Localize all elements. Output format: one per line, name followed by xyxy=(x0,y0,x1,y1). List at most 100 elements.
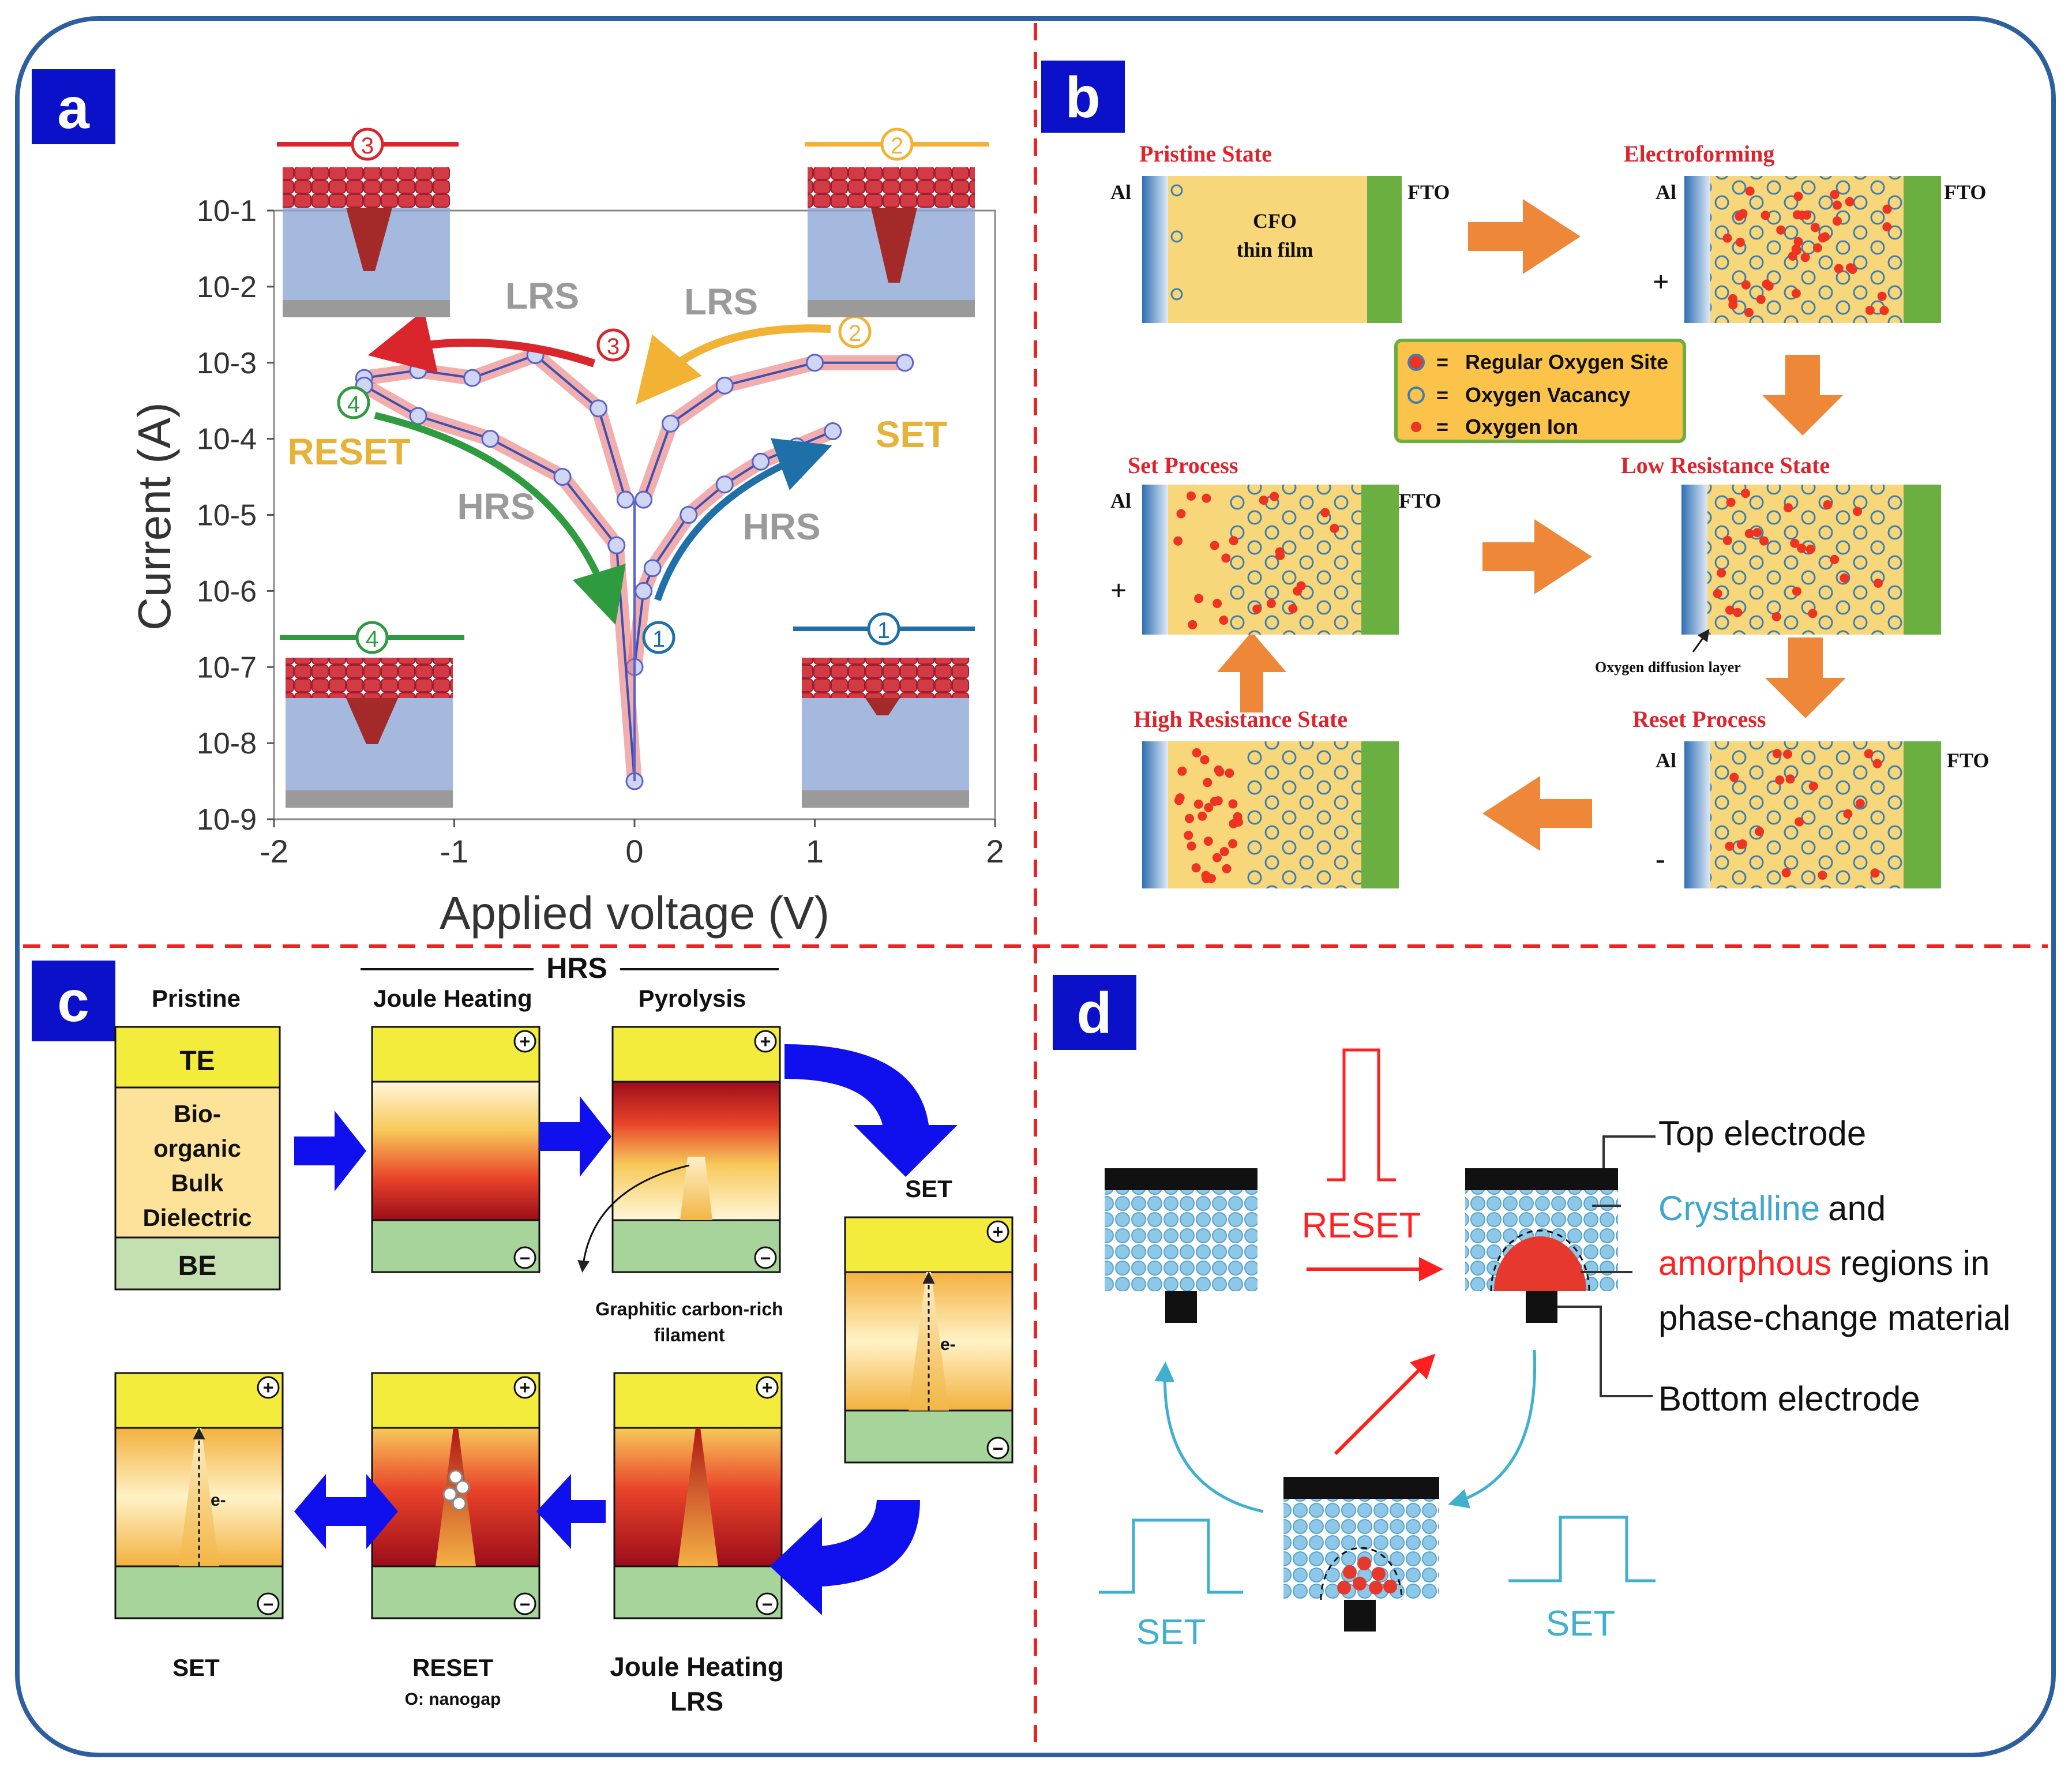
oxygen-ion xyxy=(1823,500,1833,509)
oxygen-ion xyxy=(1176,509,1186,519)
oxygen-ion xyxy=(1266,599,1276,609)
oxygen-ion xyxy=(1212,853,1222,862)
svg-text:2: 2 xyxy=(849,321,861,346)
y-axis-label: Current (A) xyxy=(129,402,180,631)
oxygen-ion xyxy=(1820,232,1830,242)
bottom-electrode xyxy=(114,1565,284,1619)
arrow-right-c1 xyxy=(294,1111,366,1191)
arrow-down-1 xyxy=(1762,355,1843,436)
svg-text:=: = xyxy=(1436,415,1448,438)
svg-text:=: = xyxy=(1436,350,1448,374)
data-point xyxy=(824,422,842,440)
svg-text:a: a xyxy=(57,76,90,141)
top-electrode xyxy=(611,1026,781,1083)
oxygen-ion xyxy=(1185,813,1195,823)
device-inset-2: 2 xyxy=(805,127,989,317)
label-al: Al xyxy=(1110,181,1131,204)
nanogap-void xyxy=(448,1469,463,1484)
oxygen-ion xyxy=(1797,543,1807,553)
minus-sign: − xyxy=(762,1594,773,1615)
film-label-1: CFO xyxy=(1253,209,1297,232)
oxygen-ion xyxy=(1790,538,1800,548)
label-nanogap: O: nanogap xyxy=(405,1690,501,1709)
data-point xyxy=(662,414,680,433)
y-tick-label: 10-8 xyxy=(197,727,257,760)
y-tick-label: 10-7 xyxy=(197,651,257,684)
label-set-left: SET xyxy=(1136,1612,1206,1652)
data-point xyxy=(635,490,653,509)
plus-icon xyxy=(257,1376,280,1399)
layer-be: BE xyxy=(178,1251,217,1281)
arrow-step-2 xyxy=(636,324,831,405)
dielectric-layer xyxy=(371,1081,540,1221)
minus-sign: − xyxy=(760,1248,771,1269)
data-point xyxy=(752,452,770,471)
minus-icon xyxy=(257,1592,280,1615)
oxygen-ion xyxy=(1219,615,1229,625)
oxygen-ion xyxy=(1203,778,1213,787)
data-point xyxy=(607,536,626,554)
minus-icon xyxy=(513,1246,536,1269)
plus-sign: + xyxy=(993,1221,1004,1242)
x-tick-label: 1 xyxy=(806,833,824,869)
oxygen-ion xyxy=(1187,841,1196,851)
minus-icon xyxy=(756,1592,779,1615)
panel-d-phase-change: RESET SET SET Top electrode Crystalline a… xyxy=(1099,1048,2010,1652)
oxygen-ion xyxy=(1788,251,1797,261)
oxygen-ion xyxy=(1785,774,1795,784)
oxygen-ion xyxy=(1855,798,1865,808)
reset-pulse xyxy=(1327,1048,1396,1182)
plus-sign: + xyxy=(263,1377,274,1398)
oxygen-ion xyxy=(1882,222,1892,232)
oxygen-ion xyxy=(1784,503,1793,513)
nanogap-void xyxy=(442,1487,457,1502)
oxygen-ion xyxy=(1330,523,1339,533)
layer-dielectric-4: Dielectric xyxy=(142,1204,252,1231)
state-reset: Reset Process xyxy=(1632,706,1766,732)
oxygen-ion xyxy=(1202,493,1211,503)
step-marker-2: 2 xyxy=(838,315,872,348)
data-point xyxy=(715,376,734,395)
oxygen-ion xyxy=(1756,294,1766,304)
panel-label-b: b xyxy=(1041,61,1125,133)
oxygen-ion xyxy=(1203,837,1213,846)
oxygen-ion xyxy=(1194,594,1204,603)
oxygen-ion xyxy=(1728,300,1738,310)
oxygen-ion xyxy=(1174,796,1184,805)
oxygen-ion xyxy=(1259,495,1268,505)
oxygen-ion xyxy=(1188,620,1198,629)
oxygen-ion xyxy=(1288,604,1298,614)
svg-text:4: 4 xyxy=(347,392,360,417)
oxygen-ion xyxy=(1843,809,1853,819)
oxygen-ion xyxy=(1762,279,1771,289)
svg-text:=: = xyxy=(1436,383,1448,407)
oxygen-ion xyxy=(1735,237,1745,247)
arrow-up xyxy=(1217,632,1286,712)
oxygen-ion xyxy=(1812,243,1822,253)
device-inset-4: 4 xyxy=(280,621,464,808)
oxygen-ion xyxy=(1775,775,1785,785)
data-point xyxy=(635,582,653,600)
arrow-right-1 xyxy=(1468,199,1581,274)
arrow-step-4 xyxy=(374,412,626,625)
oxygen-ion xyxy=(1845,263,1855,273)
data-point xyxy=(463,369,482,387)
svg-text:b: b xyxy=(1065,65,1100,130)
legend: = = = Regular Oxygen Site Oxygen Vacancy… xyxy=(1394,339,1686,443)
y-tick-label: 10-3 xyxy=(197,347,257,380)
oxygen-ion xyxy=(1744,307,1754,317)
panel-b-oxygen-migration: Pristine State Al FTO CFO thin film Elec… xyxy=(1110,141,1989,888)
state-lrs: Low Resistance State xyxy=(1621,452,1830,478)
data-point xyxy=(715,475,734,494)
oxygen-ion xyxy=(1184,830,1193,840)
oxygen-ion xyxy=(1771,612,1781,621)
oxygen-ion xyxy=(1722,535,1732,545)
filament-label-2: filament xyxy=(654,1325,725,1345)
oxygen-ion xyxy=(1795,817,1804,827)
arrow-curve-top xyxy=(784,1044,958,1177)
data-point xyxy=(409,361,427,380)
oxygen-ion xyxy=(1832,200,1842,210)
label-set-right: SET xyxy=(905,1175,952,1202)
minus-icon xyxy=(986,1437,1009,1460)
oxygen-ion xyxy=(1752,528,1762,538)
